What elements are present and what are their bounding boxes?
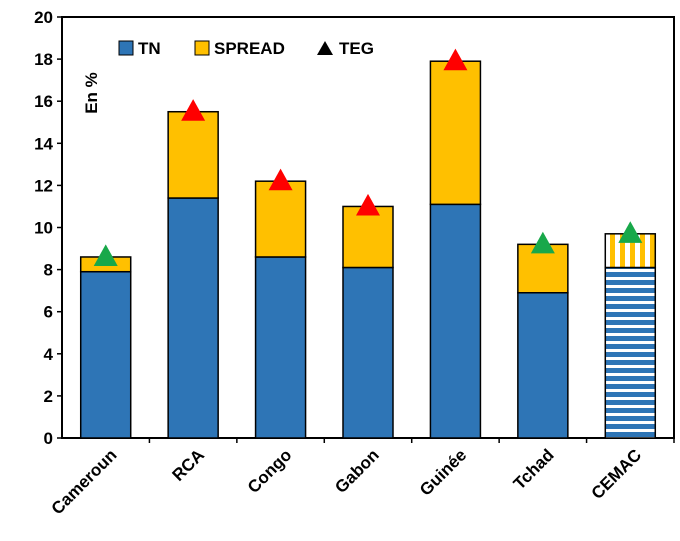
bar-tn (254, 256, 307, 439)
y-tick-label: 10 (34, 219, 53, 238)
teg-marker (618, 221, 643, 243)
bar-tn (167, 197, 219, 439)
x-tick-label: RCA (168, 445, 207, 484)
legend: TN SPREAD TEG (118, 39, 374, 58)
legend-swatch-spread (194, 40, 210, 56)
bar-tn (342, 266, 394, 439)
bar-spread (342, 205, 394, 269)
y-tick-label: 12 (34, 176, 53, 195)
bar-tn (604, 266, 657, 439)
x-tick-label: Guinée (416, 445, 470, 499)
teg-marker (530, 231, 555, 254)
x-tick-label: Tchad (510, 445, 558, 493)
y-tick-label: 8 (44, 261, 53, 280)
teg-marker (93, 244, 118, 266)
teg-marker (268, 168, 293, 191)
teg-markers (93, 48, 643, 266)
legend-label-tn: TN (138, 39, 161, 58)
bar-spread (167, 110, 219, 199)
teg-marker (356, 193, 380, 216)
y-axis: 0 2 4 6 8 10 12 14 16 18 20 (34, 8, 62, 448)
bar-tn (517, 292, 569, 439)
y-tick-label: 16 (34, 92, 53, 111)
bar-spread (429, 60, 482, 206)
legend-label-spread: SPREAD (214, 39, 285, 58)
y-tick-label: 18 (34, 50, 53, 69)
y-tick-label: 4 (44, 345, 54, 364)
x-tick-label: Congo (244, 445, 295, 496)
y-tick-label: 14 (34, 134, 53, 153)
bar-spread (254, 180, 307, 258)
bar-tn (429, 203, 482, 439)
legend-triangle-icon (317, 41, 333, 55)
y-axis-label: En % (82, 72, 101, 114)
x-tick-label: Cameroun (48, 445, 121, 518)
x-tick-label: CEMAC (588, 445, 646, 503)
y-tick-label: 0 (44, 429, 53, 448)
teg-marker (443, 48, 468, 71)
x-axis: Cameroun RCA Congo Gabon Guinée Tchad CEMAC (48, 438, 675, 518)
teg-marker (181, 99, 206, 121)
bars (79, 60, 657, 439)
y-tick-label: 20 (34, 8, 53, 27)
legend-swatch-tn (118, 40, 134, 56)
legend-label-teg: TEG (339, 39, 374, 58)
y-tick-label: 2 (44, 387, 53, 406)
bar-tn (79, 270, 132, 439)
x-tick-label: Gabon (331, 445, 383, 497)
y-tick-label: 6 (44, 303, 53, 322)
